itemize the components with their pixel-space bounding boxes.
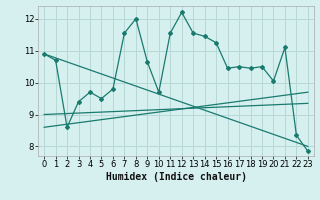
X-axis label: Humidex (Indice chaleur): Humidex (Indice chaleur): [106, 172, 246, 182]
